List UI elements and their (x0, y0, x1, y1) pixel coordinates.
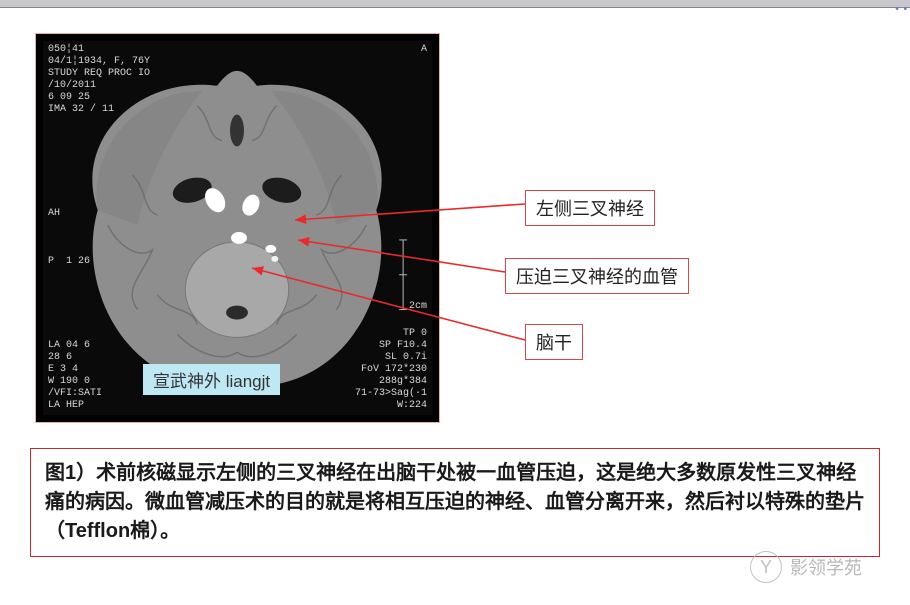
mri-overlay-bottom-right: TP 0 SP F10.4 SL 0.7i FoV 172*230 288g*3… (355, 328, 427, 412)
callout-label: 脑干 (536, 333, 572, 353)
figure-caption: 图1）术前核磁显示左侧的三叉神经在出脑干处被一血管压迫，这是绝大多数原发性三叉神… (30, 448, 880, 557)
caption-text: 图1）术前核磁显示左侧的三叉神经在出脑干处被一血管压迫，这是绝大多数原发性三叉神… (45, 462, 865, 542)
callout-label: 左侧三叉神经 (536, 199, 644, 219)
footer-watermark: Y 影领学苑 (750, 551, 862, 583)
mri-overlay-center-right: 2cm (409, 301, 427, 313)
mri-image: 050¦41 04/1¦1934, F, 76Y STUDY REQ PROC … (43, 41, 432, 415)
callout-label: 压迫三叉神经的血管 (516, 267, 678, 287)
mri-watermark: 宣武神外 liangjt (143, 364, 280, 395)
callout-left-trigeminal-nerve: 左侧三叉神经 (525, 190, 655, 226)
mri-overlay-bottom-left: LA 04 6 28 6 E 3 4 W 190 0 /VFI:SATI LA … (48, 340, 102, 412)
footer-logo-icon: Y (750, 551, 782, 583)
callout-brainstem: 脑干 (525, 324, 583, 360)
callout-compressing-vessel: 压迫三叉神经的血管 (505, 258, 689, 294)
window-frame-bar (0, 0, 910, 8)
mri-overlay-top-left: 050¦41 04/1¦1934, F, 76Y STUDY REQ PROC … (48, 44, 150, 116)
mri-overlay-center-left: AH P 1 26 (48, 196, 90, 268)
mri-image-frame: 050¦41 04/1¦1934, F, 76Y STUDY REQ PROC … (35, 33, 440, 423)
content-area: 050¦41 04/1¦1934, F, 76Y STUDY REQ PROC … (0, 8, 910, 597)
mri-overlay-top-right: A (421, 44, 427, 56)
footer-logo-text: 影领学苑 (790, 554, 862, 580)
